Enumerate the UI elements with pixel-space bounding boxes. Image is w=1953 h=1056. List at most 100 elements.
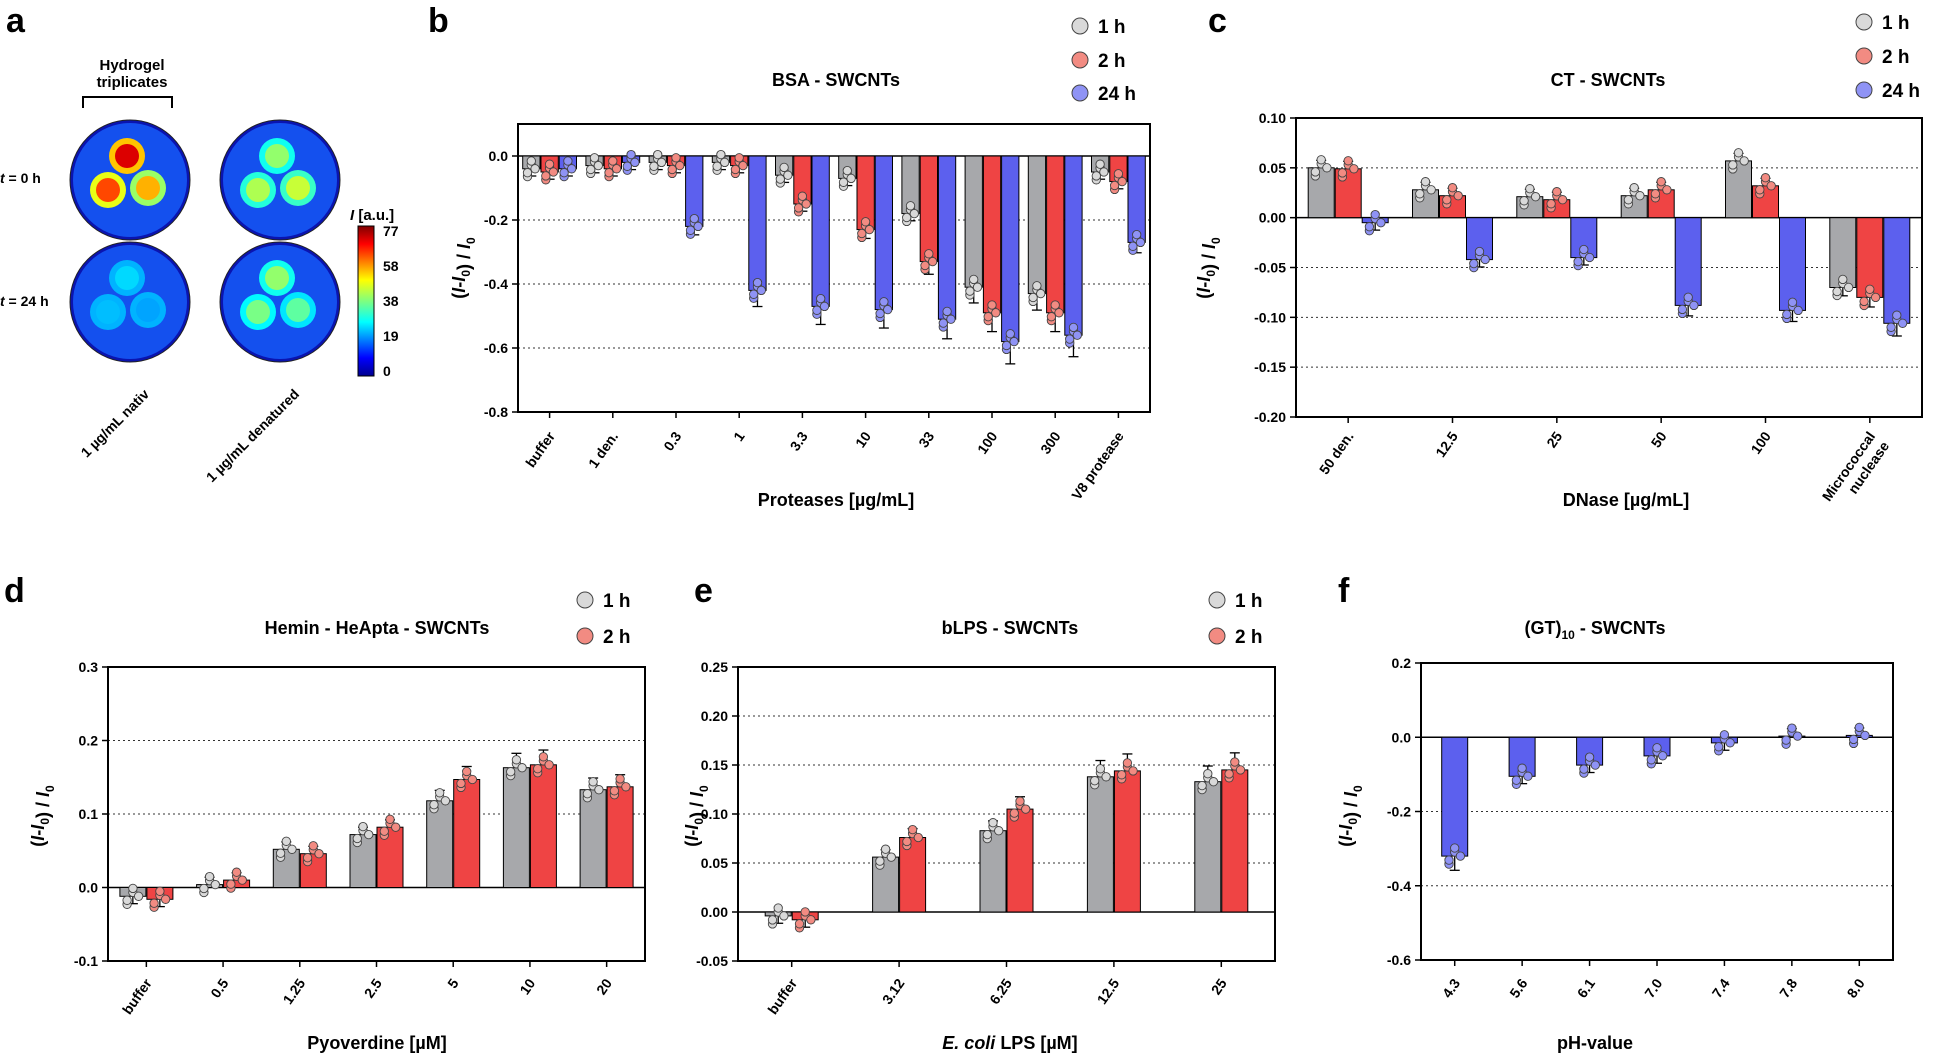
data-point xyxy=(988,818,998,828)
data-point xyxy=(1450,843,1460,853)
data-point xyxy=(462,766,472,777)
data-point xyxy=(653,149,663,160)
data-point xyxy=(767,915,778,925)
hydrogel-spot xyxy=(115,266,139,290)
data-point xyxy=(902,212,912,223)
data-point xyxy=(586,164,596,175)
y-tick-label: -0.2 xyxy=(1387,804,1411,820)
data-point xyxy=(1036,288,1046,299)
data-point xyxy=(511,755,522,765)
data-point xyxy=(1832,286,1842,297)
bar xyxy=(964,155,983,288)
x-tick-label: 6.1 xyxy=(1574,975,1598,1000)
data-point xyxy=(1065,334,1075,344)
legend-marker xyxy=(1208,591,1226,609)
y-tick-label: 0.05 xyxy=(701,855,728,871)
y-tick-label: 0.0 xyxy=(79,880,99,896)
data-point xyxy=(622,161,632,171)
col-label-denatured: 1 µg/mL denatured xyxy=(203,386,302,485)
y-tick-label: -0.1 xyxy=(74,953,98,969)
panel-b-letter: b xyxy=(428,2,449,40)
data-point xyxy=(526,156,536,166)
data-point xyxy=(913,832,923,843)
data-point xyxy=(615,774,625,784)
data-point xyxy=(779,911,789,921)
data-point xyxy=(1128,766,1138,776)
hydrogel-header-line1: Hydrogel xyxy=(99,57,164,74)
data-point xyxy=(860,217,871,227)
data-point xyxy=(1109,180,1120,191)
data-point xyxy=(842,165,852,176)
data-point xyxy=(1662,185,1672,195)
data-point xyxy=(199,883,209,894)
data-point xyxy=(544,159,555,169)
data-point xyxy=(1426,185,1436,195)
y-tick-label: 0.0 xyxy=(489,148,509,164)
data-point xyxy=(738,160,748,171)
data-point xyxy=(1015,796,1025,806)
data-point xyxy=(793,203,804,213)
hydrogel-spot xyxy=(136,176,160,200)
bar xyxy=(919,155,939,263)
data-point xyxy=(364,829,374,840)
x-tick-label: 50 xyxy=(1648,428,1670,450)
chart-e-title: bLPS - SWCNTs xyxy=(942,618,1079,638)
y-tick-label: 0.00 xyxy=(701,904,728,920)
y-tick-label: -0.6 xyxy=(484,340,508,356)
data-point xyxy=(1099,167,1109,177)
data-point xyxy=(991,308,1001,318)
data-point xyxy=(122,895,132,905)
data-point xyxy=(1447,183,1458,193)
data-point xyxy=(909,208,919,219)
data-point xyxy=(756,285,766,296)
data-point xyxy=(1128,241,1138,251)
data-point xyxy=(1343,156,1353,166)
data-point xyxy=(548,167,559,177)
colorbar-tick: 0 xyxy=(383,363,391,379)
y-tick-label: 0.20 xyxy=(701,708,728,724)
data-point xyxy=(1132,229,1142,240)
data-point xyxy=(920,260,930,271)
data-point xyxy=(1760,173,1771,183)
x-tick-label: 25 xyxy=(1208,975,1230,997)
data-point xyxy=(712,161,722,171)
y-tick-label: -0.4 xyxy=(1387,878,1411,894)
x-tick-label: 6.25 xyxy=(986,975,1015,1007)
data-point xyxy=(1870,292,1881,303)
data-point xyxy=(1349,164,1359,174)
legend-marker xyxy=(1071,51,1089,69)
x-tick-label: buffer xyxy=(119,975,155,1017)
bar xyxy=(1001,155,1020,343)
data-point xyxy=(1122,758,1133,768)
data-point xyxy=(838,177,849,187)
y-tick-label: 0.10 xyxy=(701,806,728,822)
x-tick-label: 0.5 xyxy=(207,975,231,1000)
data-point xyxy=(160,894,171,904)
row-label-0h: t = 0 h xyxy=(0,170,41,186)
legend-label: 24 h xyxy=(1882,81,1920,102)
hydrogel-well-inner xyxy=(73,123,187,237)
data-point xyxy=(1792,731,1803,741)
x-tick-label: 2.5 xyxy=(361,975,385,1000)
panel-d-letter: d xyxy=(4,572,25,610)
bar xyxy=(899,837,927,913)
data-point xyxy=(538,752,549,762)
data-point xyxy=(563,156,573,166)
bar xyxy=(811,155,830,307)
data-point xyxy=(864,224,875,235)
y-tick-label: 0.2 xyxy=(79,733,99,749)
data-point xyxy=(1337,168,1348,178)
hydrogel-spot xyxy=(286,298,310,322)
legend-marker xyxy=(1208,627,1226,645)
x-tick-label: 300 xyxy=(1037,428,1064,456)
y-axis-label: (I-I0) / I0 xyxy=(28,785,57,847)
panel-a-letter: a xyxy=(6,2,26,40)
legend-label: 2 h xyxy=(1235,627,1262,648)
x-tick-label: buffer xyxy=(522,428,558,470)
panel-c: c CT - SWCNTs DNase [µg/mL] 50 den. 12.5 2… xyxy=(1194,2,1923,510)
data-point xyxy=(1480,254,1490,265)
x-tick-label: 10 xyxy=(852,428,874,450)
data-point xyxy=(456,778,466,789)
y-tick-label: -0.05 xyxy=(696,953,728,969)
data-point xyxy=(611,164,622,174)
